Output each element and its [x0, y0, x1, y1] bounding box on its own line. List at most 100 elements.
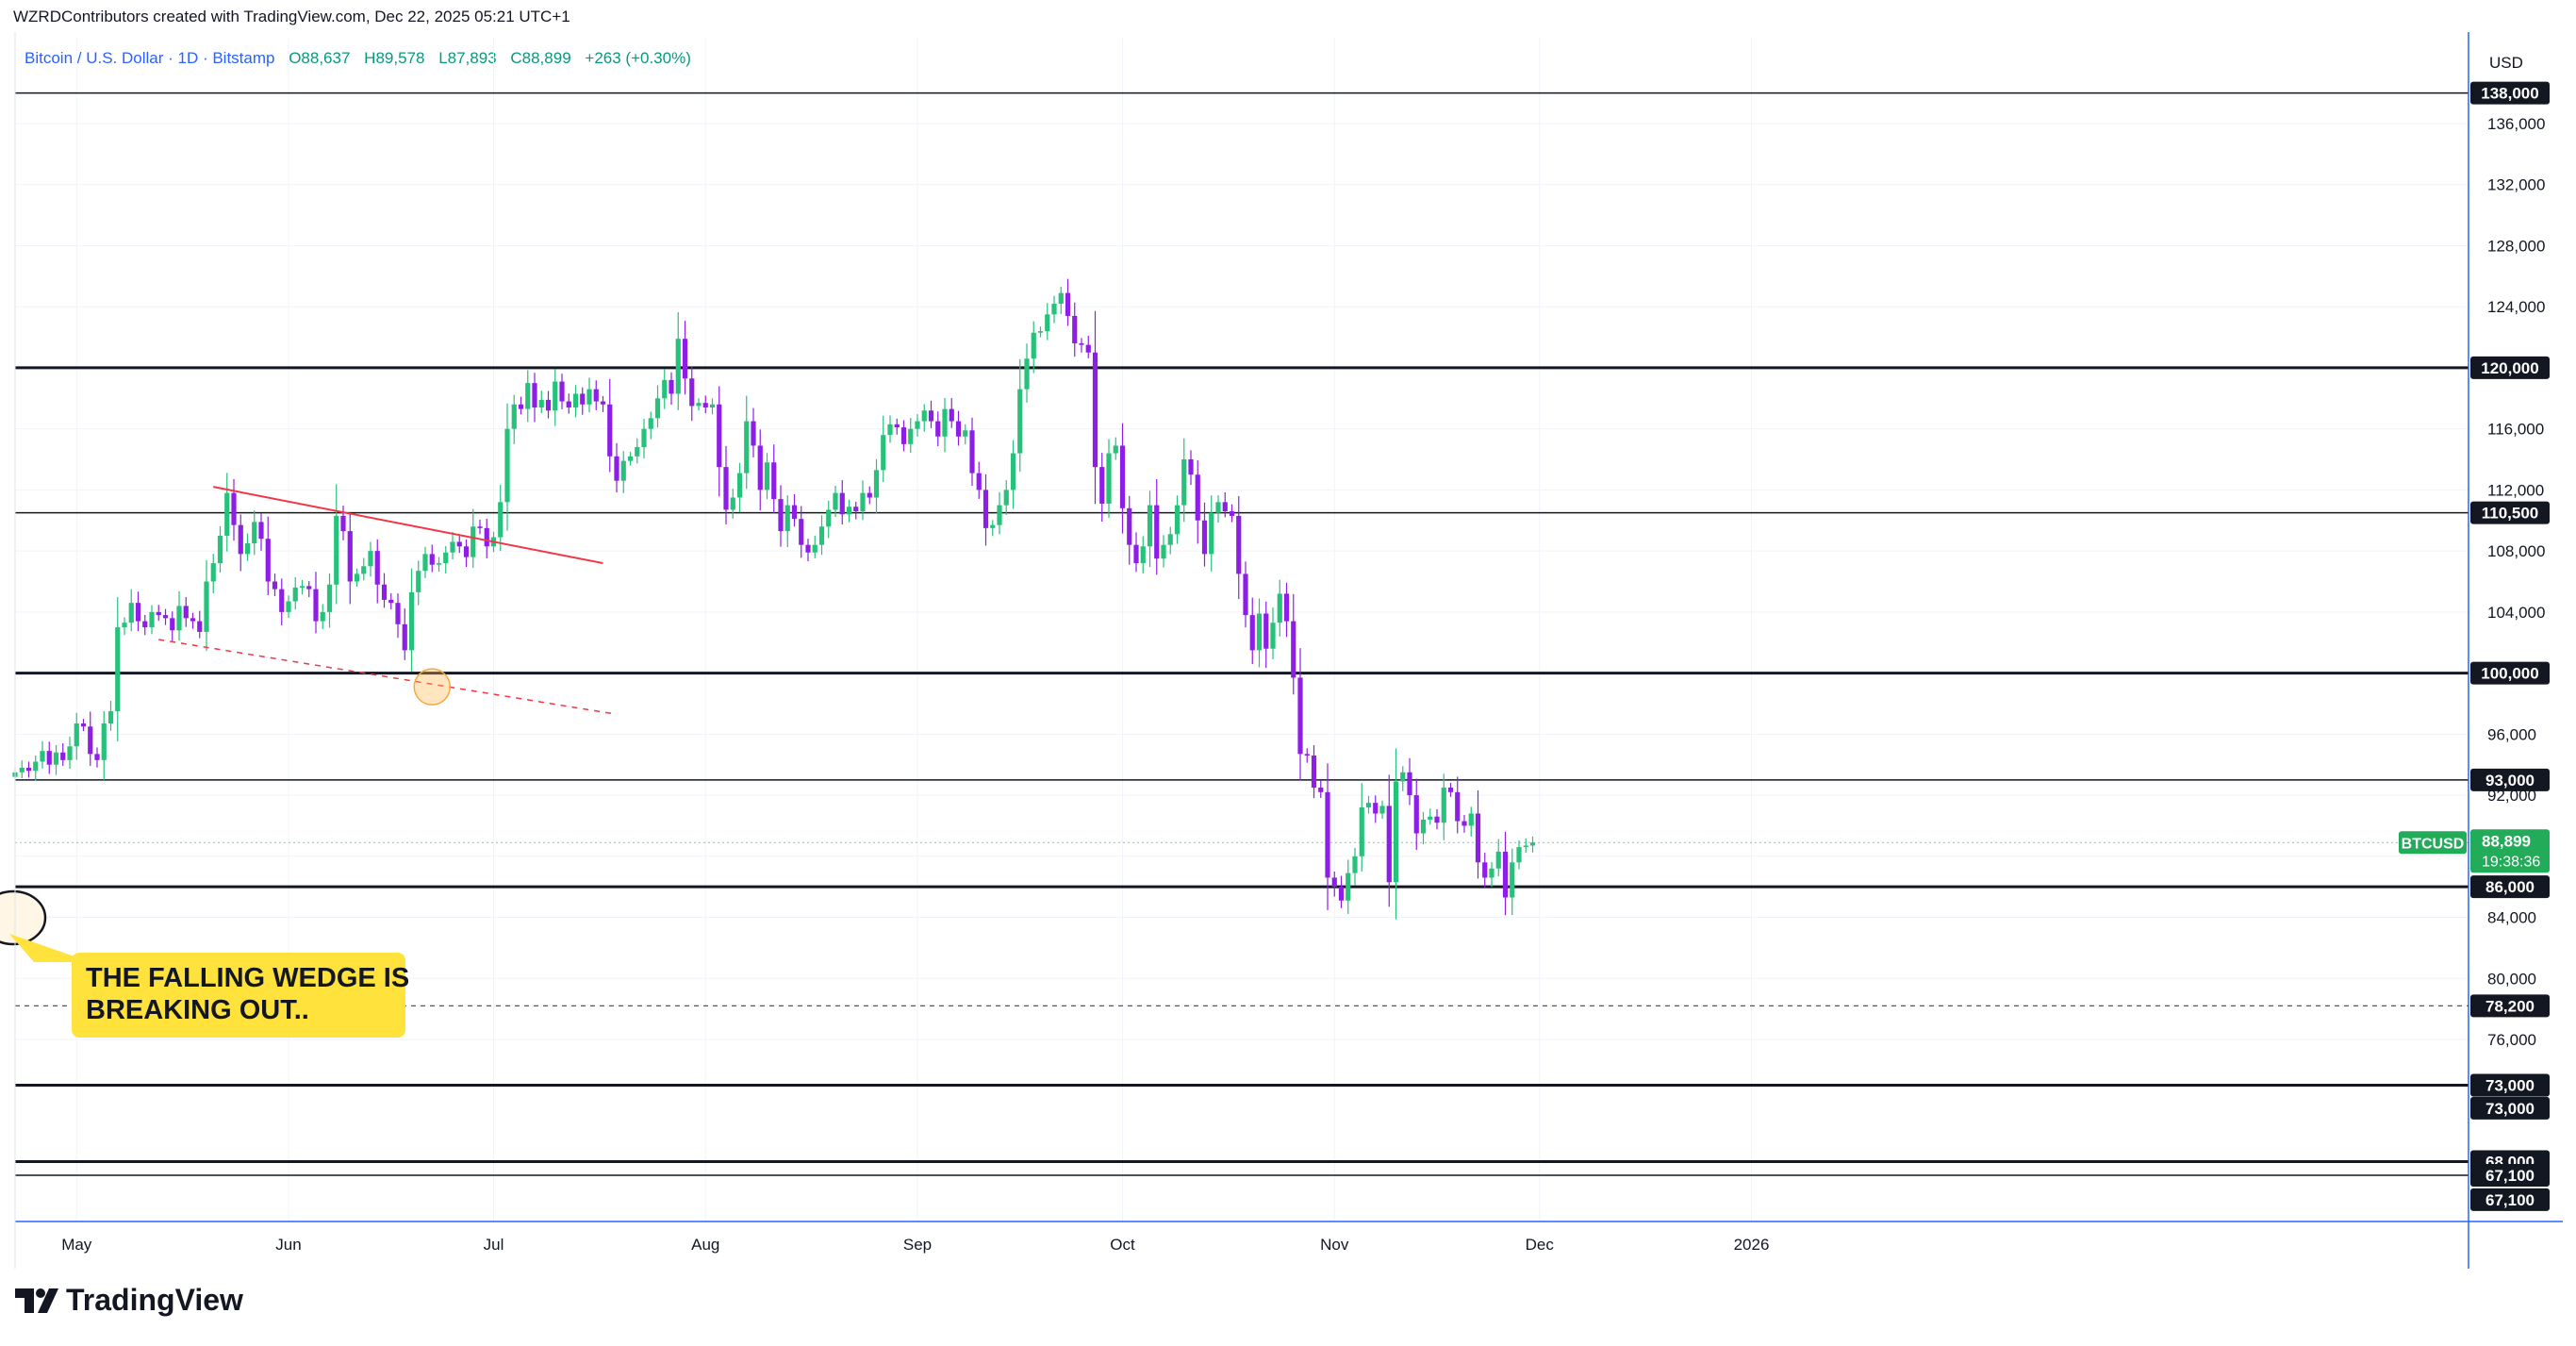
candle-body: [669, 379, 674, 394]
candle: [1256, 598, 1263, 668]
candle: [1195, 459, 1200, 544]
candle: [162, 608, 169, 625]
wedge-touch-marker[interactable]: [413, 668, 451, 706]
chart-credit: WZRDContributors created with TradingVie…: [13, 8, 570, 25]
candle: [1031, 321, 1036, 374]
symbol-name[interactable]: Bitcoin / U.S. Dollar · 1D · Bitstamp: [25, 49, 275, 67]
candle-body: [928, 410, 934, 422]
candle: [1311, 744, 1317, 798]
tradingview-logo[interactable]: TradingView: [15, 1283, 243, 1318]
candle-body: [320, 611, 325, 622]
price-level-label: 93,000: [2485, 772, 2535, 789]
candle-body: [1420, 819, 1427, 834]
candle: [867, 486, 872, 505]
annotation-callout[interactable]: THE FALLING WEDGE IS BREAKING OUT..: [9, 934, 409, 1038]
candle-body: [1181, 459, 1187, 506]
candle: [1386, 774, 1392, 907]
candle: [696, 398, 702, 411]
candle-body: [170, 618, 175, 631]
candle-body: [258, 522, 264, 540]
wedge-upper-trendline[interactable]: [213, 486, 603, 565]
candle-body: [518, 404, 524, 409]
tradingview-logo-text: TradingView: [66, 1283, 243, 1317]
candle: [286, 595, 291, 619]
y-tick-label: 84,000: [2487, 909, 2536, 927]
candle: [1243, 561, 1248, 628]
candle-body: [511, 404, 517, 429]
chart-axes[interactable]: 76,00080,00084,00088,00092,00096,000104,…: [14, 32, 2563, 1269]
candle: [299, 579, 305, 595]
candle-body: [799, 519, 804, 545]
candle: [450, 531, 455, 560]
candle-body: [997, 505, 1002, 525]
candle: [381, 573, 388, 608]
candle-body: [1099, 467, 1105, 504]
candle-body: [709, 404, 716, 408]
candle: [799, 506, 804, 558]
candle: [258, 513, 264, 551]
candle-body: [176, 606, 182, 631]
candle-body: [1133, 544, 1139, 564]
candle: [1352, 847, 1358, 886]
candle: [662, 369, 668, 409]
candle: [1297, 648, 1303, 781]
price-level-badge: [2470, 356, 2550, 379]
horizontal-levels: [15, 91, 2469, 1176]
candle-body: [416, 571, 421, 592]
candle-body: [1249, 615, 1255, 651]
candle-body: [860, 492, 866, 512]
candle-body: [368, 551, 373, 567]
candle: [477, 519, 483, 535]
candle-body: [1447, 787, 1454, 792]
candle: [593, 380, 599, 410]
tradingview-logo-icon: [15, 1288, 58, 1313]
candle-body: [402, 623, 407, 651]
candle-body: [504, 428, 510, 503]
candle-body: [641, 428, 647, 448]
candle: [1400, 766, 1406, 791]
candle-body: [33, 761, 39, 772]
symbol-legend: Bitcoin / U.S. Dollar · 1D · Bitstamp O8…: [25, 49, 691, 68]
candle-body: [1188, 459, 1194, 475]
price-level-badge: [2470, 994, 2550, 1018]
candle-body: [949, 408, 954, 422]
candle-body: [1256, 613, 1263, 651]
candle-body: [1455, 791, 1461, 822]
candle-body: [833, 492, 838, 510]
candle: [873, 458, 880, 514]
candle: [627, 451, 634, 466]
candle-body: [532, 383, 537, 408]
candle-body: [1297, 677, 1303, 755]
candle: [949, 398, 954, 428]
price-level-label: 110,500: [2482, 505, 2539, 523]
candle-body: [627, 456, 634, 461]
candle-body: [149, 611, 155, 628]
candle-body: [53, 752, 59, 765]
wedge-lower-trendline[interactable]: [158, 639, 618, 716]
candle: [538, 391, 544, 414]
candle-body: [1428, 816, 1433, 820]
candle-body: [115, 627, 121, 712]
candle-body: [1277, 593, 1282, 623]
candle: [1373, 795, 1379, 823]
candle-body: [252, 522, 257, 544]
candle-body: [107, 711, 114, 724]
price-level-label: 120,000: [2481, 359, 2538, 377]
candle-body: [395, 603, 401, 624]
candle-body: [183, 606, 189, 619]
y-tick-label: 128,000: [2487, 237, 2545, 255]
countdown-label: 19:38:36: [2482, 854, 2540, 870]
candle: [805, 539, 811, 562]
candle: [1291, 593, 1296, 695]
price-level-badge: [2470, 768, 2550, 791]
candle: [1051, 295, 1057, 324]
candle-body: [553, 381, 558, 411]
candle-body: [559, 381, 565, 402]
candle: [306, 581, 312, 598]
candle-body: [128, 603, 134, 623]
price-level-badge: [2470, 501, 2550, 524]
candle-body: [935, 421, 941, 437]
candle: [1495, 839, 1501, 877]
candle: [1181, 438, 1187, 523]
